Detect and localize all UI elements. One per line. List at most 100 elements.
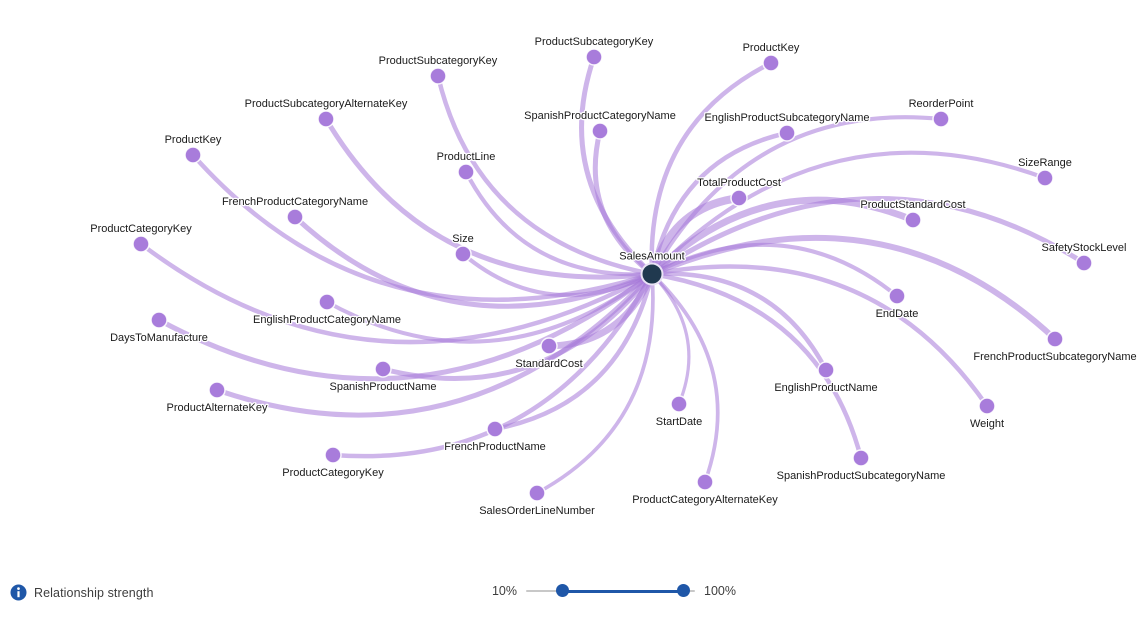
node-label: ProductSubcategoryKey [535,36,654,48]
graph-node[interactable] [317,110,335,128]
node-label: EnglishProductCategoryName [253,314,401,326]
graph-node[interactable] [762,54,780,72]
relationship-diagram-canvas: ProductSubcategoryKey ProductKey ProductSu… [89,35,1138,519]
slider-min-label: 10% [491,584,517,598]
relationship-edge[interactable] [138,241,655,345]
node-label: SpanishProductName [329,381,436,393]
node-label: EnglishProductName [774,382,877,394]
relationship-edge[interactable] [649,150,1048,277]
relationship-edge[interactable] [460,251,655,298]
node-label: SpanishProductSubcategoryName [777,470,946,482]
slider-selected-range[interactable] [563,589,684,593]
graph-node[interactable] [318,293,336,311]
node-label: EndDate [876,308,919,320]
graph-node[interactable] [540,337,558,355]
node-label: SizeRange [1018,157,1072,169]
relationship-edge[interactable] [592,128,655,277]
relationship-edge[interactable] [649,234,1058,342]
nodes-layer [132,48,1093,502]
center-node-label: SalesAmount [619,251,684,263]
graph-node[interactable] [528,484,546,502]
relationship-graph: ProductSubcategoryKey ProductKey ProductSu… [89,35,1138,519]
node-label: ProductSubcategoryKey [379,55,498,67]
node-label: ProductKey [165,134,222,146]
graph-node[interactable] [585,48,603,66]
relationship-edge[interactable] [330,271,655,459]
graph-node[interactable] [670,395,688,413]
relationship-edge[interactable] [650,272,720,484]
node-label: Size [452,233,473,245]
node-label: ProductCategoryKey [282,467,384,479]
legend-label: Relationship strength [34,585,154,600]
edges-layer [138,54,1087,495]
node-label: ProductKey [743,42,800,54]
node-label: EnglishProductSubcategoryName [704,112,869,124]
graph-node[interactable] [778,124,796,142]
graph-node[interactable] [454,245,472,263]
graph-node[interactable] [932,110,950,128]
relationship-edge[interactable] [649,264,990,409]
graph-node[interactable] [1075,254,1093,272]
graph-node[interactable] [1046,330,1064,348]
node-label: ProductCategoryKey [90,223,192,235]
relationship-edge[interactable] [463,169,655,277]
relationship-edge[interactable] [649,115,944,277]
node-label: SpanishProductCategoryName [524,110,676,122]
relationship-edge[interactable] [649,271,829,373]
graph-node[interactable] [978,397,996,415]
graph-node[interactable] [208,381,226,399]
slider-handle-min[interactable] [556,584,569,597]
node-label: ProductAlternateKey [167,402,268,414]
relationship-edge[interactable] [649,195,1087,277]
node-label: ReorderPoint [909,98,974,110]
graph-node[interactable] [888,287,906,305]
center-node[interactable] [640,262,664,286]
relationship-edge[interactable] [492,271,655,432]
graph-node[interactable] [374,360,392,378]
graph-node[interactable] [696,473,714,491]
node-label: SafetyStockLevel [1042,242,1127,254]
node-label: DaysToManufacture [110,332,208,344]
node-label: StandardCost [515,358,582,370]
relationship-edge[interactable] [214,271,655,418]
slider-max-label: 100% [704,584,736,598]
graph-node[interactable] [457,163,475,181]
relationship-edge[interactable] [156,271,655,382]
node-label: TotalProductCost [697,177,781,189]
graph-node[interactable] [1036,169,1054,187]
node-label: FrenchProductCategoryName [222,196,368,208]
relationship-edge[interactable] [323,116,655,280]
node-label: StartDate [656,416,702,428]
graph-node[interactable] [286,208,304,226]
node-label: SalesOrderLineNumber [479,505,595,517]
graph-node[interactable] [817,361,835,379]
relationship-strength-legend: Relationship strength [10,584,154,601]
node-label: FrenchProductSubcategoryName [973,351,1136,363]
slider-handle-max[interactable] [677,584,690,597]
node-label: ProductSubcategoryAlternateKey [245,98,408,110]
graph-node[interactable] [132,235,150,253]
graph-node[interactable] [591,122,609,140]
node-label: ProductCategoryAlternateKey [632,494,778,506]
relationship-edge[interactable] [648,196,917,278]
graph-node[interactable] [904,211,922,229]
graph-node[interactable] [486,420,504,438]
graph-node[interactable] [324,446,342,464]
labels-layer: ProductSubcategoryKey ProductKey ProductSu… [89,35,1138,519]
relationship-edge[interactable] [648,194,743,278]
node-label: ProductLine [437,151,496,163]
info-icon[interactable] [10,584,27,601]
node-label: ProductStandardCost [860,199,965,211]
relationship-edge[interactable] [649,60,774,277]
footer-bar: Relationship strength 10% 100% [0,578,1142,612]
graph-node[interactable] [184,146,202,164]
graph-node[interactable] [429,67,447,85]
graph-node[interactable] [730,189,748,207]
node-label: FrenchProductName [444,441,546,453]
relationship-edge[interactable] [649,271,864,461]
relationship-edge[interactable] [435,73,655,277]
graph-node[interactable] [150,311,168,329]
graph-node[interactable] [852,449,870,467]
relationship-edge[interactable] [535,272,655,495]
node-label: Weight [970,418,1004,430]
